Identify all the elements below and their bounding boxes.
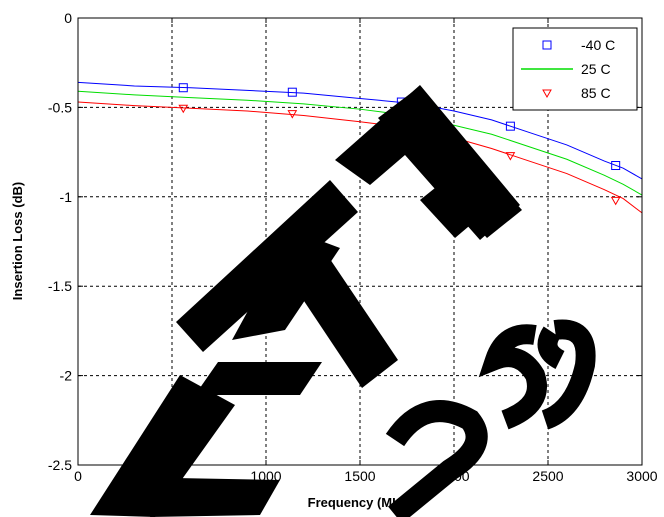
y-tick-label: -2	[60, 368, 73, 384]
legend-entry: 85 C	[542, 85, 611, 101]
legend-entry: -40 C	[542, 37, 615, 53]
watermark-stroke-1	[90, 375, 235, 517]
data-point-triangle	[178, 104, 189, 114]
y-tick-label: 0	[64, 10, 72, 26]
legend: -40 C 25 C 85 C	[512, 27, 638, 111]
y-tick-label: -1	[60, 189, 73, 205]
x-tick-label: 2000	[438, 468, 469, 484]
watermark	[90, 85, 596, 517]
data-point-square	[611, 161, 621, 171]
x-tick-label: 500	[160, 468, 184, 484]
watermark-e2-middle	[420, 172, 488, 238]
data-point-square	[542, 40, 552, 50]
data-point-triangle	[542, 89, 552, 99]
y-tick-label: -0.5	[48, 99, 72, 115]
watermark-stroke-2	[150, 478, 280, 517]
data-point-square	[178, 83, 188, 93]
x-tick-label: 0	[74, 468, 82, 484]
x-tick-label: 3000	[626, 468, 657, 484]
watermark-t-bar	[176, 180, 358, 352]
watermark-e2-top	[395, 112, 470, 176]
data-point-triangle	[505, 152, 516, 161]
axis-ticks: 0 500 1000 1500 2000 2500 3000 0 -0.5 -1 -1.5 -2 -2.…	[48, 10, 658, 484]
legend-label: 25 C	[581, 61, 611, 77]
x-tick-label: 1000	[250, 468, 281, 484]
data-point-triangle	[287, 110, 298, 119]
x-axis-label: Frequency (MHz)	[308, 495, 413, 510]
x-tick-label: 1500	[344, 468, 375, 484]
y-tick-label: -2.5	[48, 457, 72, 473]
watermark-t-stem	[270, 222, 398, 388]
data-point-square	[505, 121, 515, 131]
watermark-digit-5	[478, 324, 547, 430]
watermark-digit-2	[385, 400, 488, 517]
y-axis-label: Insertion Loss (dB)	[10, 182, 25, 300]
legend-entry: 25 C	[521, 61, 611, 77]
y-tick-label: -1.5	[48, 278, 72, 294]
legend-label: -40 C	[581, 37, 615, 53]
watermark-stroke-3	[195, 362, 322, 395]
data-point-square	[287, 87, 297, 97]
data-point-triangle	[610, 196, 621, 206]
legend-label: 85 C	[581, 85, 611, 101]
x-tick-label: 2500	[532, 468, 563, 484]
watermark-digit-9	[537, 319, 596, 430]
